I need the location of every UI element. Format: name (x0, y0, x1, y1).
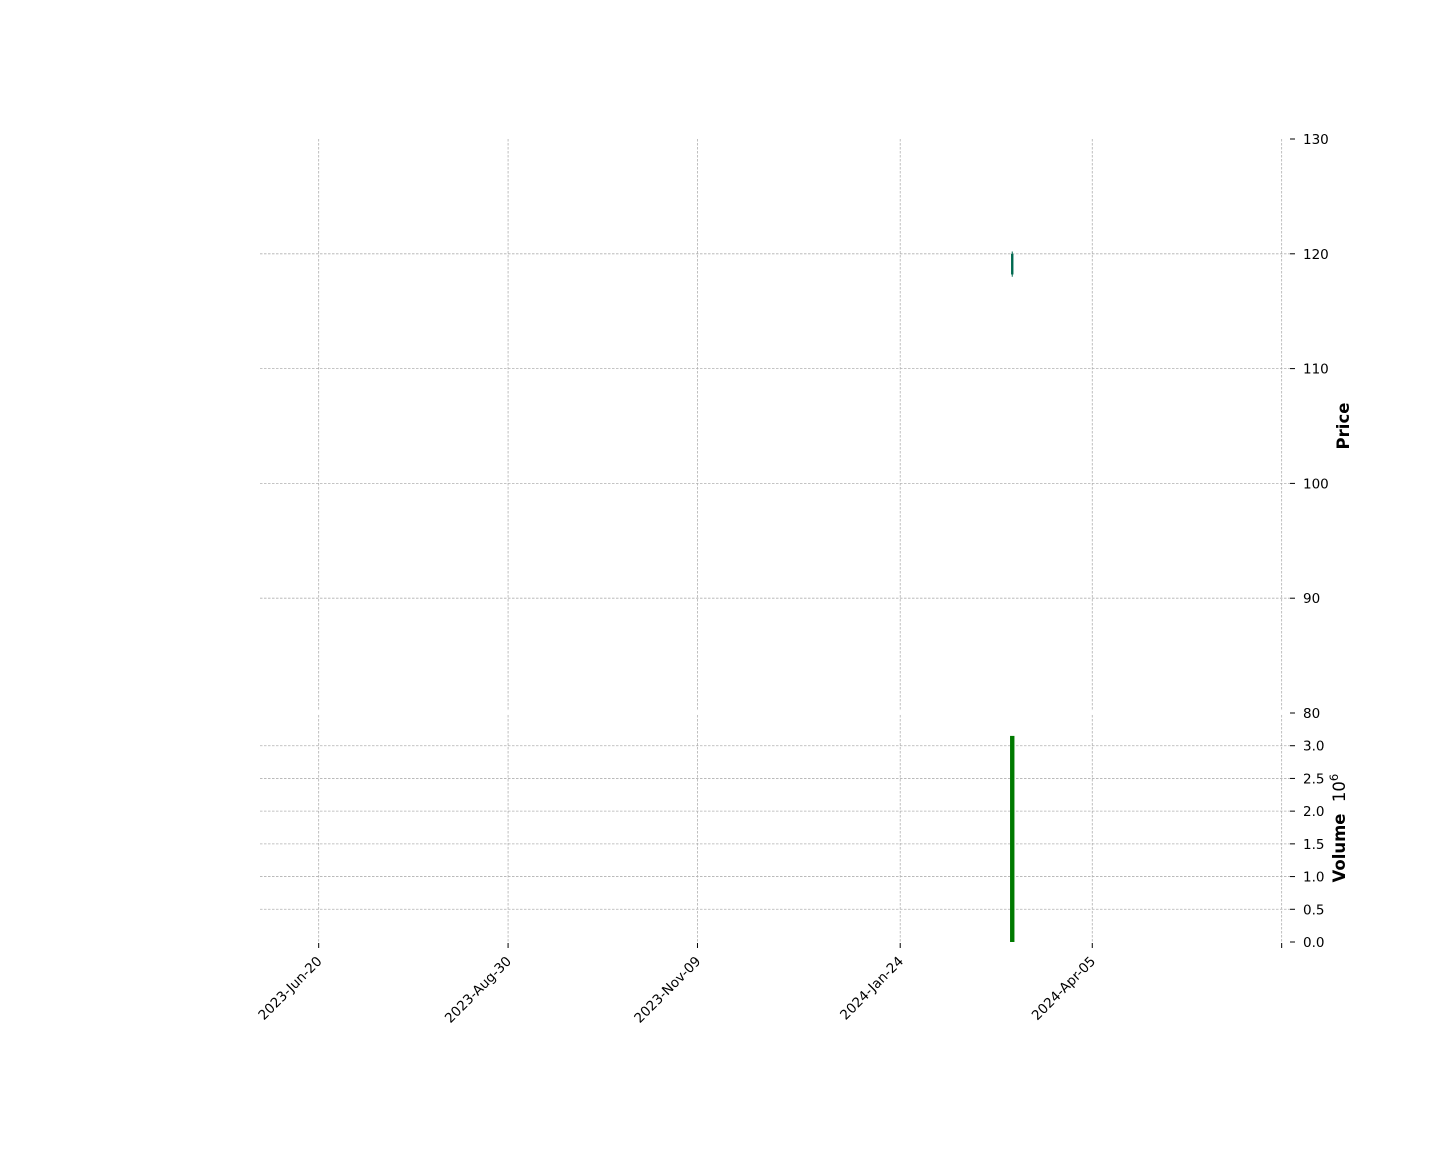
volume-bar (1010, 735, 1015, 942)
volume-y-tick-label: 1.0 (1303, 870, 1324, 886)
volume-scale-label: 106 (1327, 774, 1349, 802)
volume-scale-base: 10 (1330, 781, 1349, 802)
price-y-tick-label: 90 (1303, 591, 1320, 607)
x-axis: 2023-Jun-20 2023-Aug-30 2023-Nov-09 2024-Ja… (255, 943, 1283, 1027)
x-tick-label: 2024-Apr-05 (1029, 954, 1099, 1024)
price-y-tick-label: 130 (1303, 132, 1329, 148)
price-y-tick-label: 110 (1303, 362, 1329, 378)
volume-y-tick-label: 0.5 (1303, 902, 1324, 918)
price-panel: 80 90 100 110 120 130 (260, 132, 1329, 722)
price-axis-title: Price (1334, 403, 1353, 450)
x-tick-label: 2023-Nov-09 (631, 954, 704, 1027)
volume-panel: 0.0 0.5 1.0 1.5 2.0 2.5 3.0 (260, 715, 1324, 951)
x-tick-label: 2023-Aug-30 (442, 954, 515, 1027)
price-y-tick-label: 80 (1303, 706, 1320, 722)
volume-scale-exponent: 6 (1327, 774, 1341, 781)
candle-body (1011, 253, 1014, 275)
x-tick-label: 2024-Jan-24 (837, 954, 907, 1024)
volume-y-tick-label: 1.5 (1303, 837, 1324, 853)
x-tick-label: 2023-Jun-20 (255, 954, 325, 1024)
volume-y-tick-label: 2.0 (1303, 804, 1324, 820)
price-y-tick-label: 100 (1303, 476, 1329, 492)
volume-axis-title: Volume (1330, 814, 1349, 883)
volume-y-tick-label: 2.5 (1303, 771, 1324, 787)
price-y-tick-label: 120 (1303, 247, 1329, 263)
volume-y-tick-label: 3.0 (1303, 739, 1324, 755)
volume-y-tick-label: 0.0 (1303, 935, 1324, 951)
